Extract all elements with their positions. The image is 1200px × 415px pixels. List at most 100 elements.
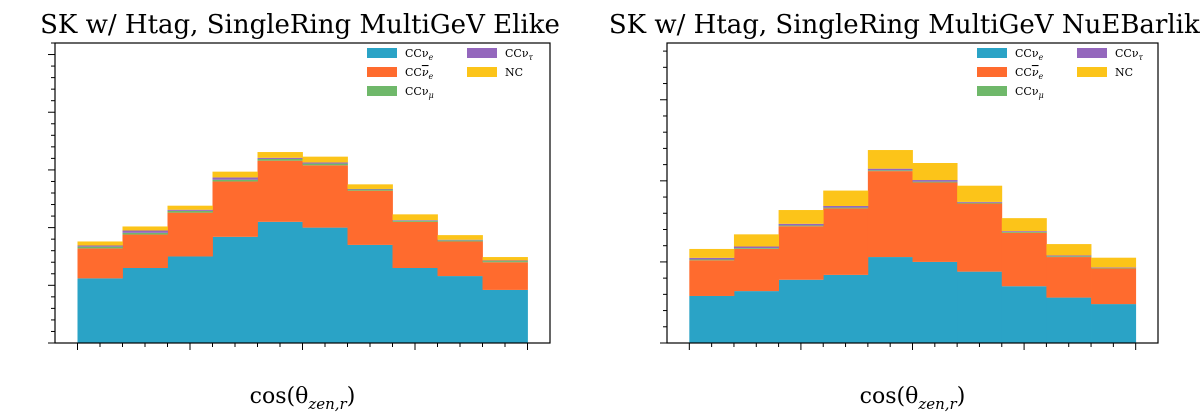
bar-segment <box>912 180 958 182</box>
bar-segment <box>778 226 824 280</box>
bar-segment <box>212 181 258 237</box>
bar-segment <box>867 150 913 169</box>
bar-segment <box>212 177 258 180</box>
bar-segment <box>1091 268 1137 305</box>
bar-segment <box>437 235 483 240</box>
x-axis-label: cos(θzen,r) <box>250 384 356 413</box>
bar-segment <box>482 257 528 261</box>
bar-segment <box>912 181 958 183</box>
bar-segment <box>257 160 303 222</box>
bar-segment <box>1046 255 1092 257</box>
bar-segment <box>392 221 438 268</box>
bar-segment <box>212 179 258 182</box>
bar-segment <box>733 248 779 292</box>
bar-segment <box>167 212 213 257</box>
bar-segment <box>167 210 213 213</box>
bar-segment <box>778 210 824 224</box>
bar-segment <box>77 278 123 343</box>
bar-segment <box>122 268 168 343</box>
bar-segment <box>437 276 483 343</box>
bar-segment <box>302 156 348 163</box>
bar-segment <box>437 240 483 242</box>
panel-nuebarlike: SK w/ Htag, SingleRing MultiGeV NuEBarli… <box>609 10 1200 413</box>
bar-segment <box>212 236 258 343</box>
bar-segment <box>302 162 348 164</box>
bar-segment <box>1001 231 1047 232</box>
legend-label: CCνe <box>1015 66 1044 81</box>
bar-segment <box>167 209 213 211</box>
bar-segment <box>778 223 824 226</box>
legend-label: CCντ <box>505 47 534 62</box>
panel-elike: SK w/ Htag, SingleRing MultiGeV Elike co… <box>40 10 560 413</box>
bar-segment <box>392 220 438 222</box>
bar-segment <box>212 171 258 178</box>
legend-swatch <box>467 48 497 58</box>
panel-title: SK w/ Htag, SingleRing MultiGeV NuEBarli… <box>609 10 1200 40</box>
legend-swatch <box>977 67 1007 77</box>
bar-segment <box>1001 232 1047 287</box>
legend-label: CCνμ <box>405 85 434 100</box>
bar-segment <box>392 214 438 221</box>
bar-segment <box>77 248 123 279</box>
bar-segment <box>1001 218 1047 232</box>
legend-swatch <box>367 48 397 58</box>
bar-segment <box>1091 304 1137 343</box>
bar-segment <box>302 165 348 228</box>
bar-segment <box>823 208 869 275</box>
bar-segment <box>122 234 168 268</box>
bar-segment <box>957 185 1003 202</box>
bar-segment <box>482 260 528 262</box>
bar-segment <box>823 190 869 206</box>
legend-swatch <box>367 67 397 77</box>
bar-segment <box>257 221 303 343</box>
bar-segment <box>823 274 869 343</box>
bar-segment <box>77 245 123 247</box>
bar-segment <box>347 190 393 245</box>
bar-segment <box>482 262 528 290</box>
bar-segment <box>823 207 869 209</box>
bar-segment <box>912 163 958 181</box>
legend-label: NC <box>505 66 523 79</box>
bar-segment <box>689 259 735 261</box>
x-axis-label: cos(θzen,r) <box>860 384 966 413</box>
legend-swatch <box>977 86 1007 96</box>
legend-swatch <box>977 48 1007 58</box>
bar-segment <box>1046 257 1092 298</box>
bar-segment <box>912 261 958 343</box>
bar-segment <box>733 234 779 247</box>
bar-segment <box>437 239 483 241</box>
bar-segment <box>122 226 168 231</box>
bar-segment <box>1046 297 1092 343</box>
bar-segment <box>689 260 735 296</box>
bar-segment <box>122 230 168 233</box>
bar-segment <box>77 246 123 249</box>
bar-segment <box>257 158 303 161</box>
legend-label: CCνe <box>405 66 434 81</box>
bar-segment <box>867 168 913 171</box>
legend-swatch <box>467 67 497 77</box>
bar-segment <box>957 203 1003 272</box>
bar-segment <box>482 261 528 263</box>
bar-segment <box>867 257 913 343</box>
bar-segment <box>482 289 528 343</box>
bar-segment <box>302 163 348 166</box>
bar-segment <box>437 241 483 277</box>
bar-segment <box>392 220 438 221</box>
bar-segment <box>167 256 213 343</box>
bar-segment <box>689 248 735 258</box>
bar-segment <box>957 201 1003 203</box>
bar-segment <box>257 152 303 158</box>
legend-label: CCνe <box>405 47 434 62</box>
plot-layer: cos(θzen,r) CCνe CCνe CCνμ CCντ NC <box>48 42 551 413</box>
bar-segment <box>1001 286 1047 343</box>
bar-segment <box>1091 257 1137 268</box>
bar-segment <box>347 188 393 190</box>
bar-segment <box>347 189 393 191</box>
plot-layer: cos(θzen,r) CCνe CCνe CCνμ CCντ NC <box>660 42 1159 413</box>
bar-segment <box>867 170 913 172</box>
bar-segment <box>257 157 303 159</box>
bar-segment <box>689 295 735 343</box>
bar-segment <box>957 271 1003 343</box>
bar-segment <box>122 232 168 235</box>
